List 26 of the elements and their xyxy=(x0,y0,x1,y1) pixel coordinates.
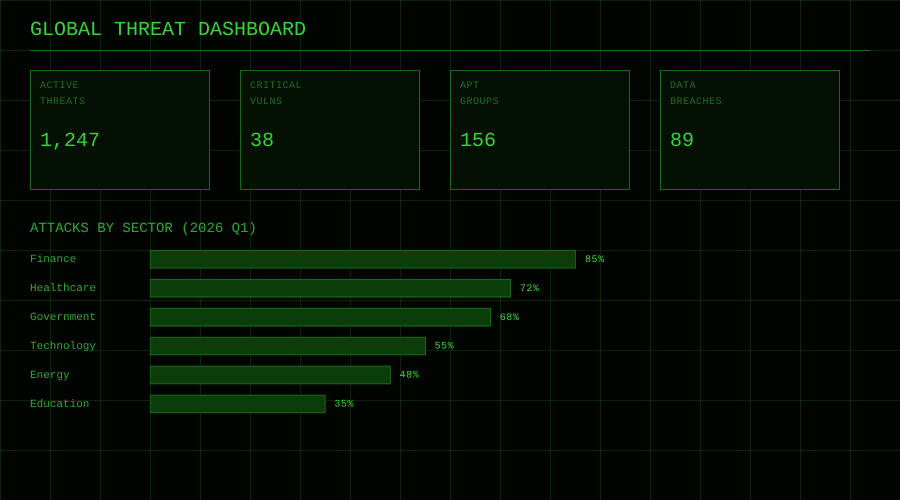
y-tick-label: Technology xyxy=(30,340,96,353)
category-label: ACTIVE THREATS xyxy=(40,80,86,110)
data-label: 48% xyxy=(400,370,420,382)
card-panel: DATA BREACHES 89 xyxy=(660,70,840,190)
category-label: DATA BREACHES xyxy=(670,80,722,110)
y-tick-label: Education xyxy=(30,398,90,411)
chart-title: ATTACKS BY SECTOR (2026 Q1) xyxy=(30,221,257,238)
y-tick-label: Government xyxy=(30,312,96,324)
card-panel: ACTIVE THREATS 1,247 xyxy=(30,70,210,190)
category-label: APT GROUPS xyxy=(460,80,500,110)
data-label: 68% xyxy=(500,312,520,324)
data-label: 35% xyxy=(334,400,354,411)
y-tick-label: Finance xyxy=(30,254,76,266)
y-tick-label: Healthcare xyxy=(30,283,96,296)
text: GLOBAL THREAT DASHBOARD xyxy=(30,19,306,43)
data-label: 85% xyxy=(585,254,605,266)
card-panel: CRITICAL VULNS 38 xyxy=(240,70,420,190)
category-label: CRITICAL VULNS xyxy=(250,80,302,110)
card-panel: APT GROUPS 156 xyxy=(450,70,630,190)
data-label: 55% xyxy=(434,342,454,353)
data-label: 72% xyxy=(520,284,540,295)
y-tick-label: Energy xyxy=(30,370,70,382)
data-label: 89 xyxy=(670,130,694,154)
data-label: 38 xyxy=(250,130,274,154)
data-label: 156 xyxy=(460,130,496,154)
data-label: 1,247 xyxy=(40,130,100,154)
